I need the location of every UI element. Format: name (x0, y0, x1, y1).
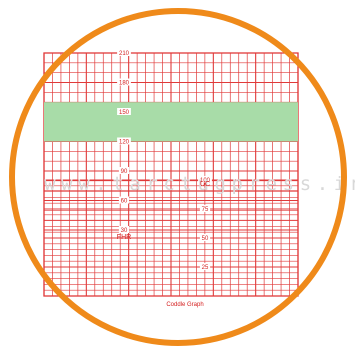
fhr-tick-label-bg (117, 108, 131, 115)
fhr-tick-label: 120 (119, 140, 130, 146)
uc-axis-label: UC (200, 181, 210, 188)
fhr-tick-label-bg (118, 226, 130, 233)
fhr-tick-label-bg (117, 137, 131, 145)
uc-tick-label-bg (198, 176, 212, 183)
fhr-tick-label-bg (117, 78, 131, 86)
fhr-tick-label: 90 (121, 169, 128, 175)
uc-tick-label: 100 (200, 178, 211, 184)
uc-tick-label: 50 (202, 236, 209, 242)
label-layer: 210 180 150 120 90 60 30 100 75 50 25 (117, 49, 212, 271)
fhr-axis-label: FHR (117, 234, 131, 241)
normal-band-layer (44, 102, 298, 142)
uc-tick-label: 75 (202, 207, 209, 213)
uc-tick-label-bg (199, 234, 211, 241)
uc-tick-label-bg (199, 205, 211, 212)
fhr-tick-label-bg (118, 196, 130, 204)
graph-border (43, 52, 299, 297)
uc-tick-label-bg (199, 263, 211, 270)
graph-caption: Coddle Graph (166, 302, 203, 308)
fhr-tick-label: 30 (121, 228, 128, 234)
uc-tick-label: 25 (202, 265, 209, 271)
fhr-tick-label-bg (117, 49, 131, 56)
fhr-tick-label: 180 (119, 81, 130, 87)
watermark-text: www.tarctugpress.in (44, 173, 355, 195)
grid-layer (43, 52, 299, 297)
fhr-tick-label-bg (118, 167, 130, 174)
fhr-tick-label: 150 (119, 110, 130, 116)
fhr-tick-label: 210 (119, 51, 130, 57)
fhr-tick-label: 60 (121, 199, 128, 205)
normal-fhr-band (44, 102, 298, 142)
orange-ring-frame (9, 8, 347, 346)
